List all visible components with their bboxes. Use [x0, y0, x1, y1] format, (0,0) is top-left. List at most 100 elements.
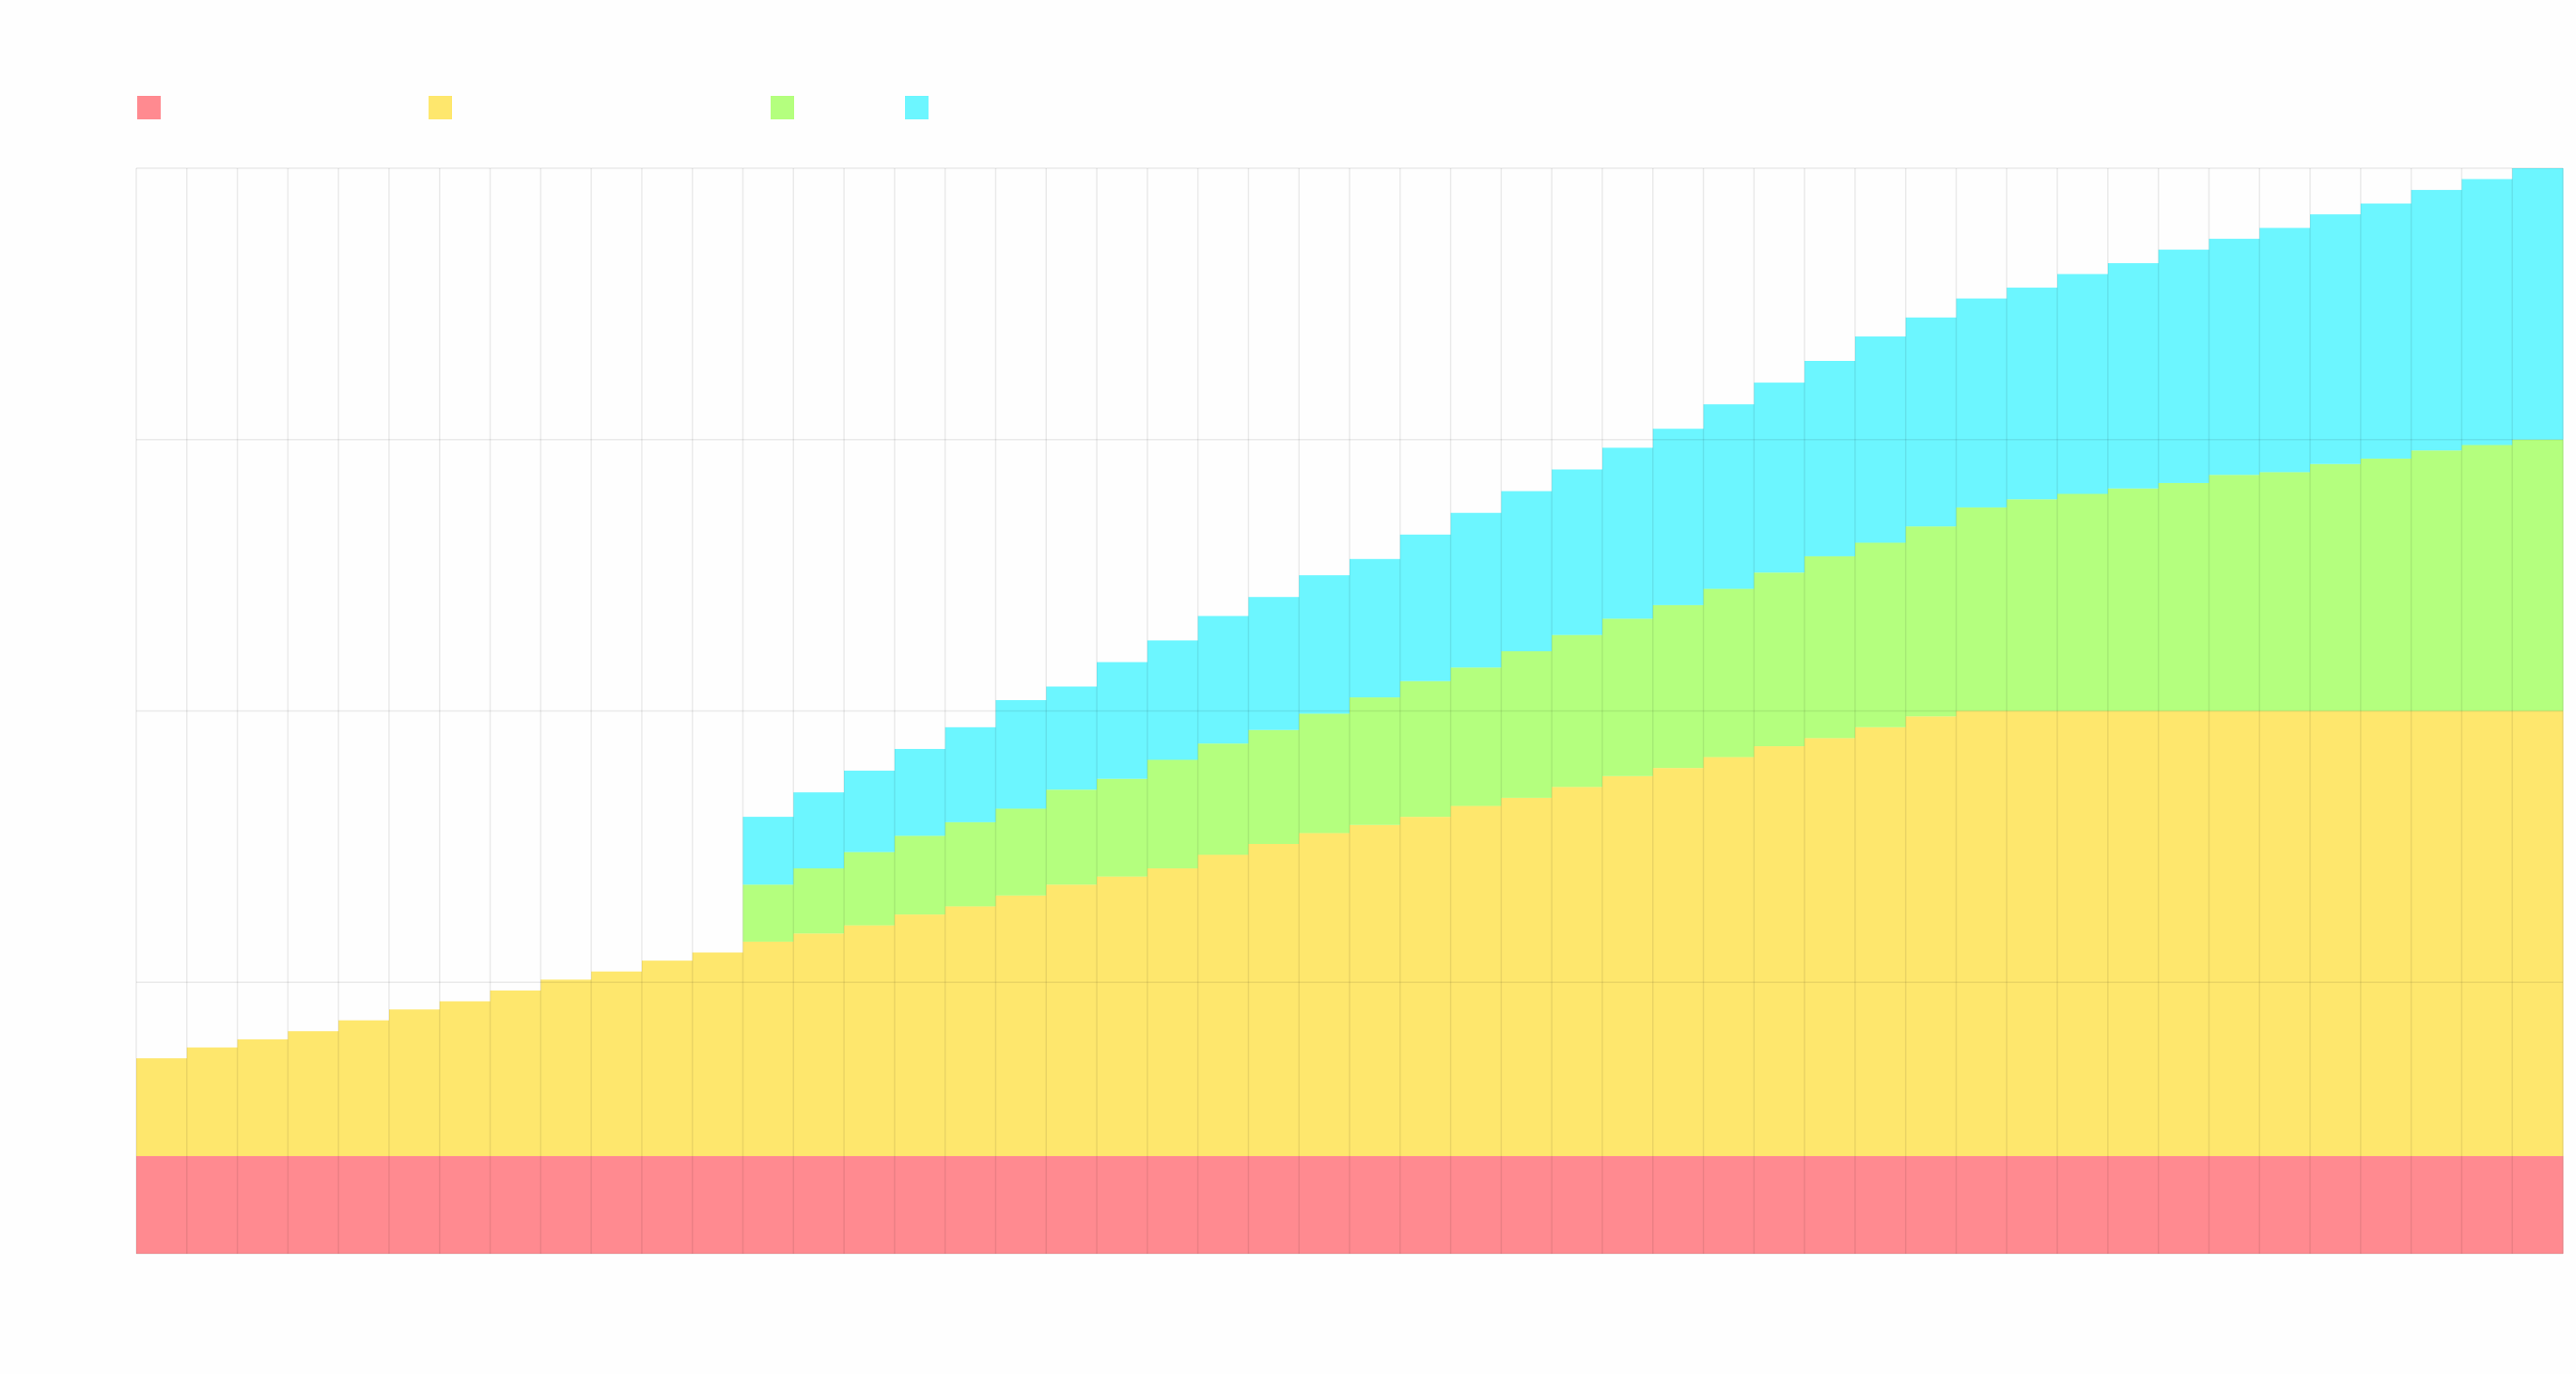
bar-series4-24 [1299, 575, 1350, 714]
bar-series2-30 [1601, 775, 1654, 1157]
bar-series2-28 [1501, 797, 1553, 1157]
bar-series1-14 [793, 1156, 845, 1254]
bar-series4-20 [1097, 662, 1148, 779]
bar-series4-13 [742, 817, 794, 885]
bar-series3-23 [1248, 729, 1300, 844]
bar-series2-46 [2411, 710, 2462, 1157]
bar-series1-10 [591, 1156, 643, 1254]
bar-series1-16 [894, 1156, 946, 1254]
bar-series3-46 [2411, 450, 2462, 711]
bar-series3-45 [2360, 458, 2412, 711]
bar-series3-15 [844, 851, 896, 926]
bar-series1-4 [288, 1156, 339, 1254]
bar-series1-25 [1350, 1156, 1401, 1254]
bar-series1-27 [1450, 1156, 1502, 1254]
bar-series2-24 [1299, 833, 1350, 1157]
bar-series2-20 [1097, 876, 1148, 1157]
bar-series4-17 [945, 726, 996, 822]
legend-swatch-1[interactable] [137, 96, 161, 119]
bar-series2-15 [844, 925, 896, 1157]
bar-series1-12 [692, 1156, 743, 1254]
bar-series1-40 [2107, 1156, 2160, 1254]
bar-series1-39 [2057, 1156, 2109, 1254]
bar-series4-30 [1601, 447, 1654, 619]
bar-series1-47 [2461, 1156, 2513, 1254]
bar-series2-43 [2259, 710, 2311, 1157]
bar-series4-31 [1652, 429, 1705, 605]
bar-series2-34 [1804, 738, 1856, 1157]
bar-series3-13 [742, 884, 794, 942]
bar-series3-44 [2310, 463, 2362, 711]
bar-series1-18 [995, 1156, 1047, 1254]
bar-series2-2 [186, 1047, 239, 1157]
bar-series2-26 [1399, 817, 1452, 1157]
bar-series3-30 [1601, 618, 1654, 776]
bar-series2-25 [1350, 824, 1401, 1157]
bar-series3-31 [1652, 604, 1705, 769]
bar-series1-41 [2158, 1156, 2209, 1254]
bar-series2-13 [742, 941, 794, 1157]
bar-series4-29 [1552, 469, 1603, 635]
bar-series3-39 [2057, 493, 2109, 711]
bar-series3-17 [945, 821, 996, 907]
bar-series2-14 [793, 933, 845, 1157]
bar-series3-34 [1804, 555, 1856, 739]
bar-series3-43 [2259, 472, 2311, 711]
bar-series1-17 [945, 1156, 996, 1254]
bar-series2-39 [2057, 710, 2109, 1157]
bar-series2-42 [2209, 710, 2260, 1157]
bar-series1-19 [1046, 1156, 1098, 1254]
bar-series4-18 [995, 699, 1047, 809]
bar-series1-44 [2310, 1156, 2362, 1254]
bar-series3-28 [1501, 650, 1553, 798]
legend-swatch-4[interactable] [905, 96, 929, 119]
bar-series4-25 [1350, 558, 1401, 698]
bar-series1-20 [1097, 1156, 1148, 1254]
bar-series2-48 [2512, 710, 2564, 1157]
bar-series3-35 [1854, 542, 1907, 727]
bar-series1-1 [136, 1156, 188, 1254]
bar-series3-40 [2107, 488, 2160, 711]
bar-series1-29 [1552, 1156, 1603, 1254]
bar-series3-18 [995, 808, 1047, 896]
bar-series4-19 [1046, 686, 1098, 790]
bar-series2-3 [237, 1038, 289, 1157]
bar-series2-37 [1956, 710, 2007, 1157]
bar-series4-35 [1854, 336, 1907, 543]
bar-series2-7 [439, 1001, 492, 1157]
bar-series1-9 [540, 1156, 592, 1254]
bar-series4-36 [1905, 317, 1957, 527]
bar-series4-37 [1956, 298, 2007, 507]
bar-series1-33 [1754, 1156, 1805, 1254]
bar-series2-6 [388, 1009, 441, 1157]
legend-swatch-2[interactable] [429, 96, 452, 119]
bar-series3-21 [1147, 759, 1199, 868]
bar-series4-14 [793, 792, 845, 868]
legend-swatch-3[interactable] [771, 96, 794, 119]
bar-series2-8 [490, 990, 541, 1157]
grid [135, 167, 2564, 1255]
bar-series2-40 [2107, 710, 2160, 1157]
bar-series4-32 [1703, 404, 1755, 589]
bar-series1-13 [742, 1156, 794, 1254]
bar-series1-36 [1905, 1156, 1957, 1254]
bar-series2-1 [136, 1058, 188, 1157]
bar-series2-18 [995, 895, 1047, 1157]
bar-series4-38 [2006, 288, 2058, 500]
bar-series2-10 [591, 971, 643, 1157]
bar-series1-23 [1248, 1156, 1300, 1254]
bar-series1-34 [1804, 1156, 1856, 1254]
bar-series4-43 [2259, 227, 2311, 473]
bar-series3-33 [1754, 572, 1805, 747]
bar-series2-4 [288, 1031, 339, 1157]
bar-series2-27 [1450, 805, 1502, 1157]
bar-series3-41 [2158, 482, 2209, 711]
bar-series3-36 [1905, 526, 1957, 717]
bar-series3-27 [1450, 667, 1502, 806]
bar-series3-14 [793, 867, 845, 934]
bar-series2-5 [338, 1020, 390, 1157]
bar-series2-21 [1147, 867, 1199, 1157]
bar-series3-47 [2461, 445, 2513, 711]
bar-series3-22 [1197, 743, 1249, 855]
bar-series1-26 [1399, 1156, 1452, 1254]
